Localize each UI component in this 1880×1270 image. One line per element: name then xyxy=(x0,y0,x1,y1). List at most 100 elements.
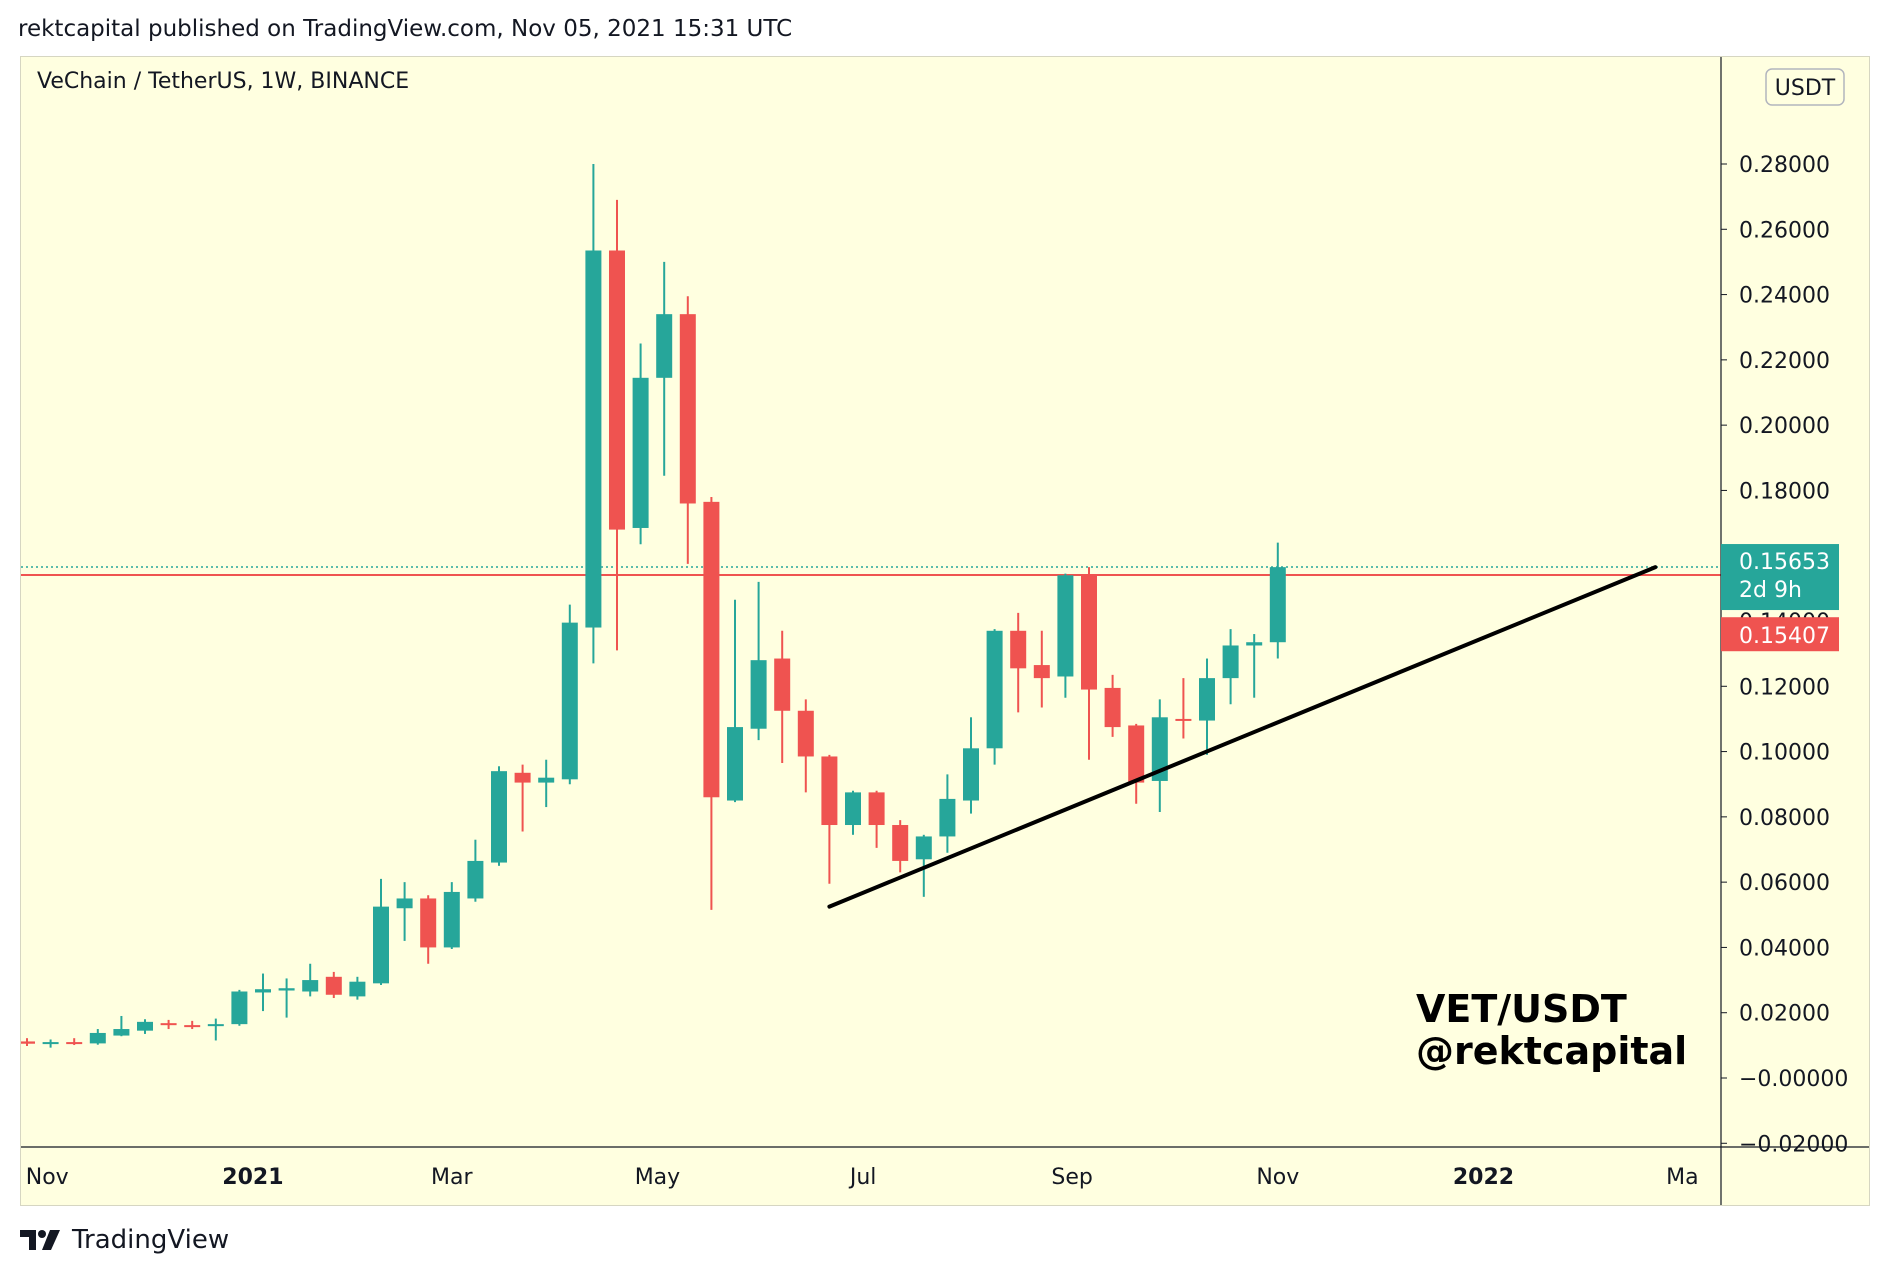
plot-area[interactable] xyxy=(21,164,1721,1048)
candle[interactable] xyxy=(21,1038,35,1047)
candle[interactable] xyxy=(1269,542,1286,659)
candle[interactable] xyxy=(821,754,838,884)
publish-header: rektcapital published on TradingView.com… xyxy=(18,16,793,42)
candle[interactable] xyxy=(727,599,743,803)
price-tick-label: 0.22000 xyxy=(1739,349,1830,374)
candle[interactable] xyxy=(66,1038,83,1046)
tradingview-brand: TradingView xyxy=(72,1225,230,1255)
candle[interactable] xyxy=(1128,723,1145,804)
candle-body xyxy=(1199,678,1215,721)
candle[interactable] xyxy=(89,1029,106,1045)
candle[interactable] xyxy=(679,296,696,564)
time-tick-label: Nov xyxy=(26,1165,69,1190)
level-box xyxy=(1721,617,1839,652)
candle[interactable] xyxy=(1010,612,1027,713)
candle-body xyxy=(514,772,531,783)
candle-body xyxy=(1151,717,1168,781)
candle-body xyxy=(1033,665,1050,679)
tradingview-logo-icon xyxy=(20,1230,60,1250)
candle[interactable] xyxy=(1081,567,1097,760)
symbol-title: VeChain / TetherUS, 1W, BINANCE xyxy=(37,69,409,94)
candle-body xyxy=(1057,575,1074,677)
candle[interactable] xyxy=(231,989,248,1026)
candle[interactable] xyxy=(750,581,767,741)
time-axis[interactable]: Nov 2021 Mar May Jul Sep Nov 2022 Ma xyxy=(21,1146,1869,1190)
candle[interactable] xyxy=(137,1019,153,1034)
candle[interactable] xyxy=(656,261,673,476)
candle[interactable] xyxy=(373,878,389,985)
price-chart[interactable]: 0.28000 0.26000 0.24000 0.22000 0.20000 0.180… xyxy=(21,57,1869,1205)
candle-body xyxy=(609,250,625,530)
candle[interactable] xyxy=(113,1015,130,1037)
candle[interactable] xyxy=(443,882,460,950)
candle[interactable] xyxy=(892,820,909,873)
last-price-marker[interactable]: 0.15653 2d 9h xyxy=(1721,544,1839,611)
candle-body xyxy=(137,1021,153,1031)
candle[interactable] xyxy=(1175,678,1192,739)
candle[interactable] xyxy=(467,839,484,902)
candle-body xyxy=(538,777,555,783)
candle[interactable] xyxy=(868,790,885,848)
candle[interactable] xyxy=(207,1018,224,1041)
candle-body xyxy=(1128,725,1145,783)
candle[interactable] xyxy=(1151,699,1168,812)
candle-body xyxy=(207,1024,224,1027)
level-marker[interactable]: 0.15407 xyxy=(1721,617,1839,652)
overlay: VeChain / TetherUS, 1W, BINANCE VET/USDT@… xyxy=(37,69,1687,1073)
time-tick-label: Sep xyxy=(1051,1165,1092,1190)
candle[interactable] xyxy=(1246,634,1263,698)
candle[interactable] xyxy=(774,630,791,763)
candle[interactable] xyxy=(420,895,437,964)
candle[interactable] xyxy=(1104,674,1121,737)
candle[interactable] xyxy=(986,629,1003,765)
candle[interactable] xyxy=(42,1039,59,1048)
candle-body xyxy=(373,906,389,984)
candle[interactable] xyxy=(325,971,342,999)
candle[interactable] xyxy=(585,164,602,664)
candle-body xyxy=(113,1029,130,1036)
candle[interactable] xyxy=(538,759,555,808)
time-tick-label: Mar xyxy=(431,1165,473,1190)
candle-body xyxy=(868,792,885,826)
candle[interactable] xyxy=(184,1020,201,1030)
candle[interactable] xyxy=(349,976,366,1000)
chart-frame[interactable]: 0.28000 0.26000 0.24000 0.22000 0.20000 0.180… xyxy=(20,56,1870,1206)
candle[interactable] xyxy=(1033,630,1050,708)
price-tick-label: 0.02000 xyxy=(1739,1002,1830,1027)
candle-body xyxy=(160,1023,177,1026)
currency-badge-box xyxy=(1765,68,1845,106)
candle[interactable] xyxy=(963,717,979,814)
candle-body xyxy=(1010,630,1027,669)
price-axis[interactable]: 0.28000 0.26000 0.24000 0.22000 0.20000 0.180… xyxy=(1720,57,1848,1205)
candle-body xyxy=(349,981,366,997)
candle[interactable] xyxy=(1199,658,1215,755)
price-tick-label: −0.00000 xyxy=(1739,1067,1848,1092)
currency-badge[interactable]: USDT xyxy=(1765,68,1845,106)
candle[interactable] xyxy=(939,774,956,853)
candle[interactable] xyxy=(514,764,531,832)
candle[interactable] xyxy=(797,699,814,793)
candle-body xyxy=(797,710,814,757)
candle[interactable] xyxy=(632,343,649,545)
candle[interactable] xyxy=(491,766,507,866)
candle[interactable] xyxy=(1222,629,1239,705)
candle[interactable] xyxy=(278,978,295,1018)
candle-body xyxy=(821,756,838,826)
tradingview-logo[interactable]: TradingView xyxy=(20,1225,229,1255)
candle[interactable] xyxy=(160,1019,177,1030)
candle[interactable] xyxy=(703,496,720,910)
last-price-value: 0.15653 xyxy=(1739,550,1830,575)
trendline[interactable] xyxy=(827,565,1658,909)
candle-body xyxy=(963,748,979,801)
candle[interactable] xyxy=(609,199,625,651)
price-tick-label: 0.26000 xyxy=(1739,218,1830,243)
candle[interactable] xyxy=(255,973,271,1012)
time-tick-label: May xyxy=(635,1165,680,1190)
candle[interactable] xyxy=(302,963,319,997)
candle[interactable] xyxy=(845,790,861,835)
candle[interactable] xyxy=(1057,573,1074,698)
candle[interactable] xyxy=(396,882,413,941)
annotation-author: @rektcapital xyxy=(1416,1029,1687,1073)
candle-body xyxy=(255,989,271,993)
candle[interactable] xyxy=(561,604,578,785)
